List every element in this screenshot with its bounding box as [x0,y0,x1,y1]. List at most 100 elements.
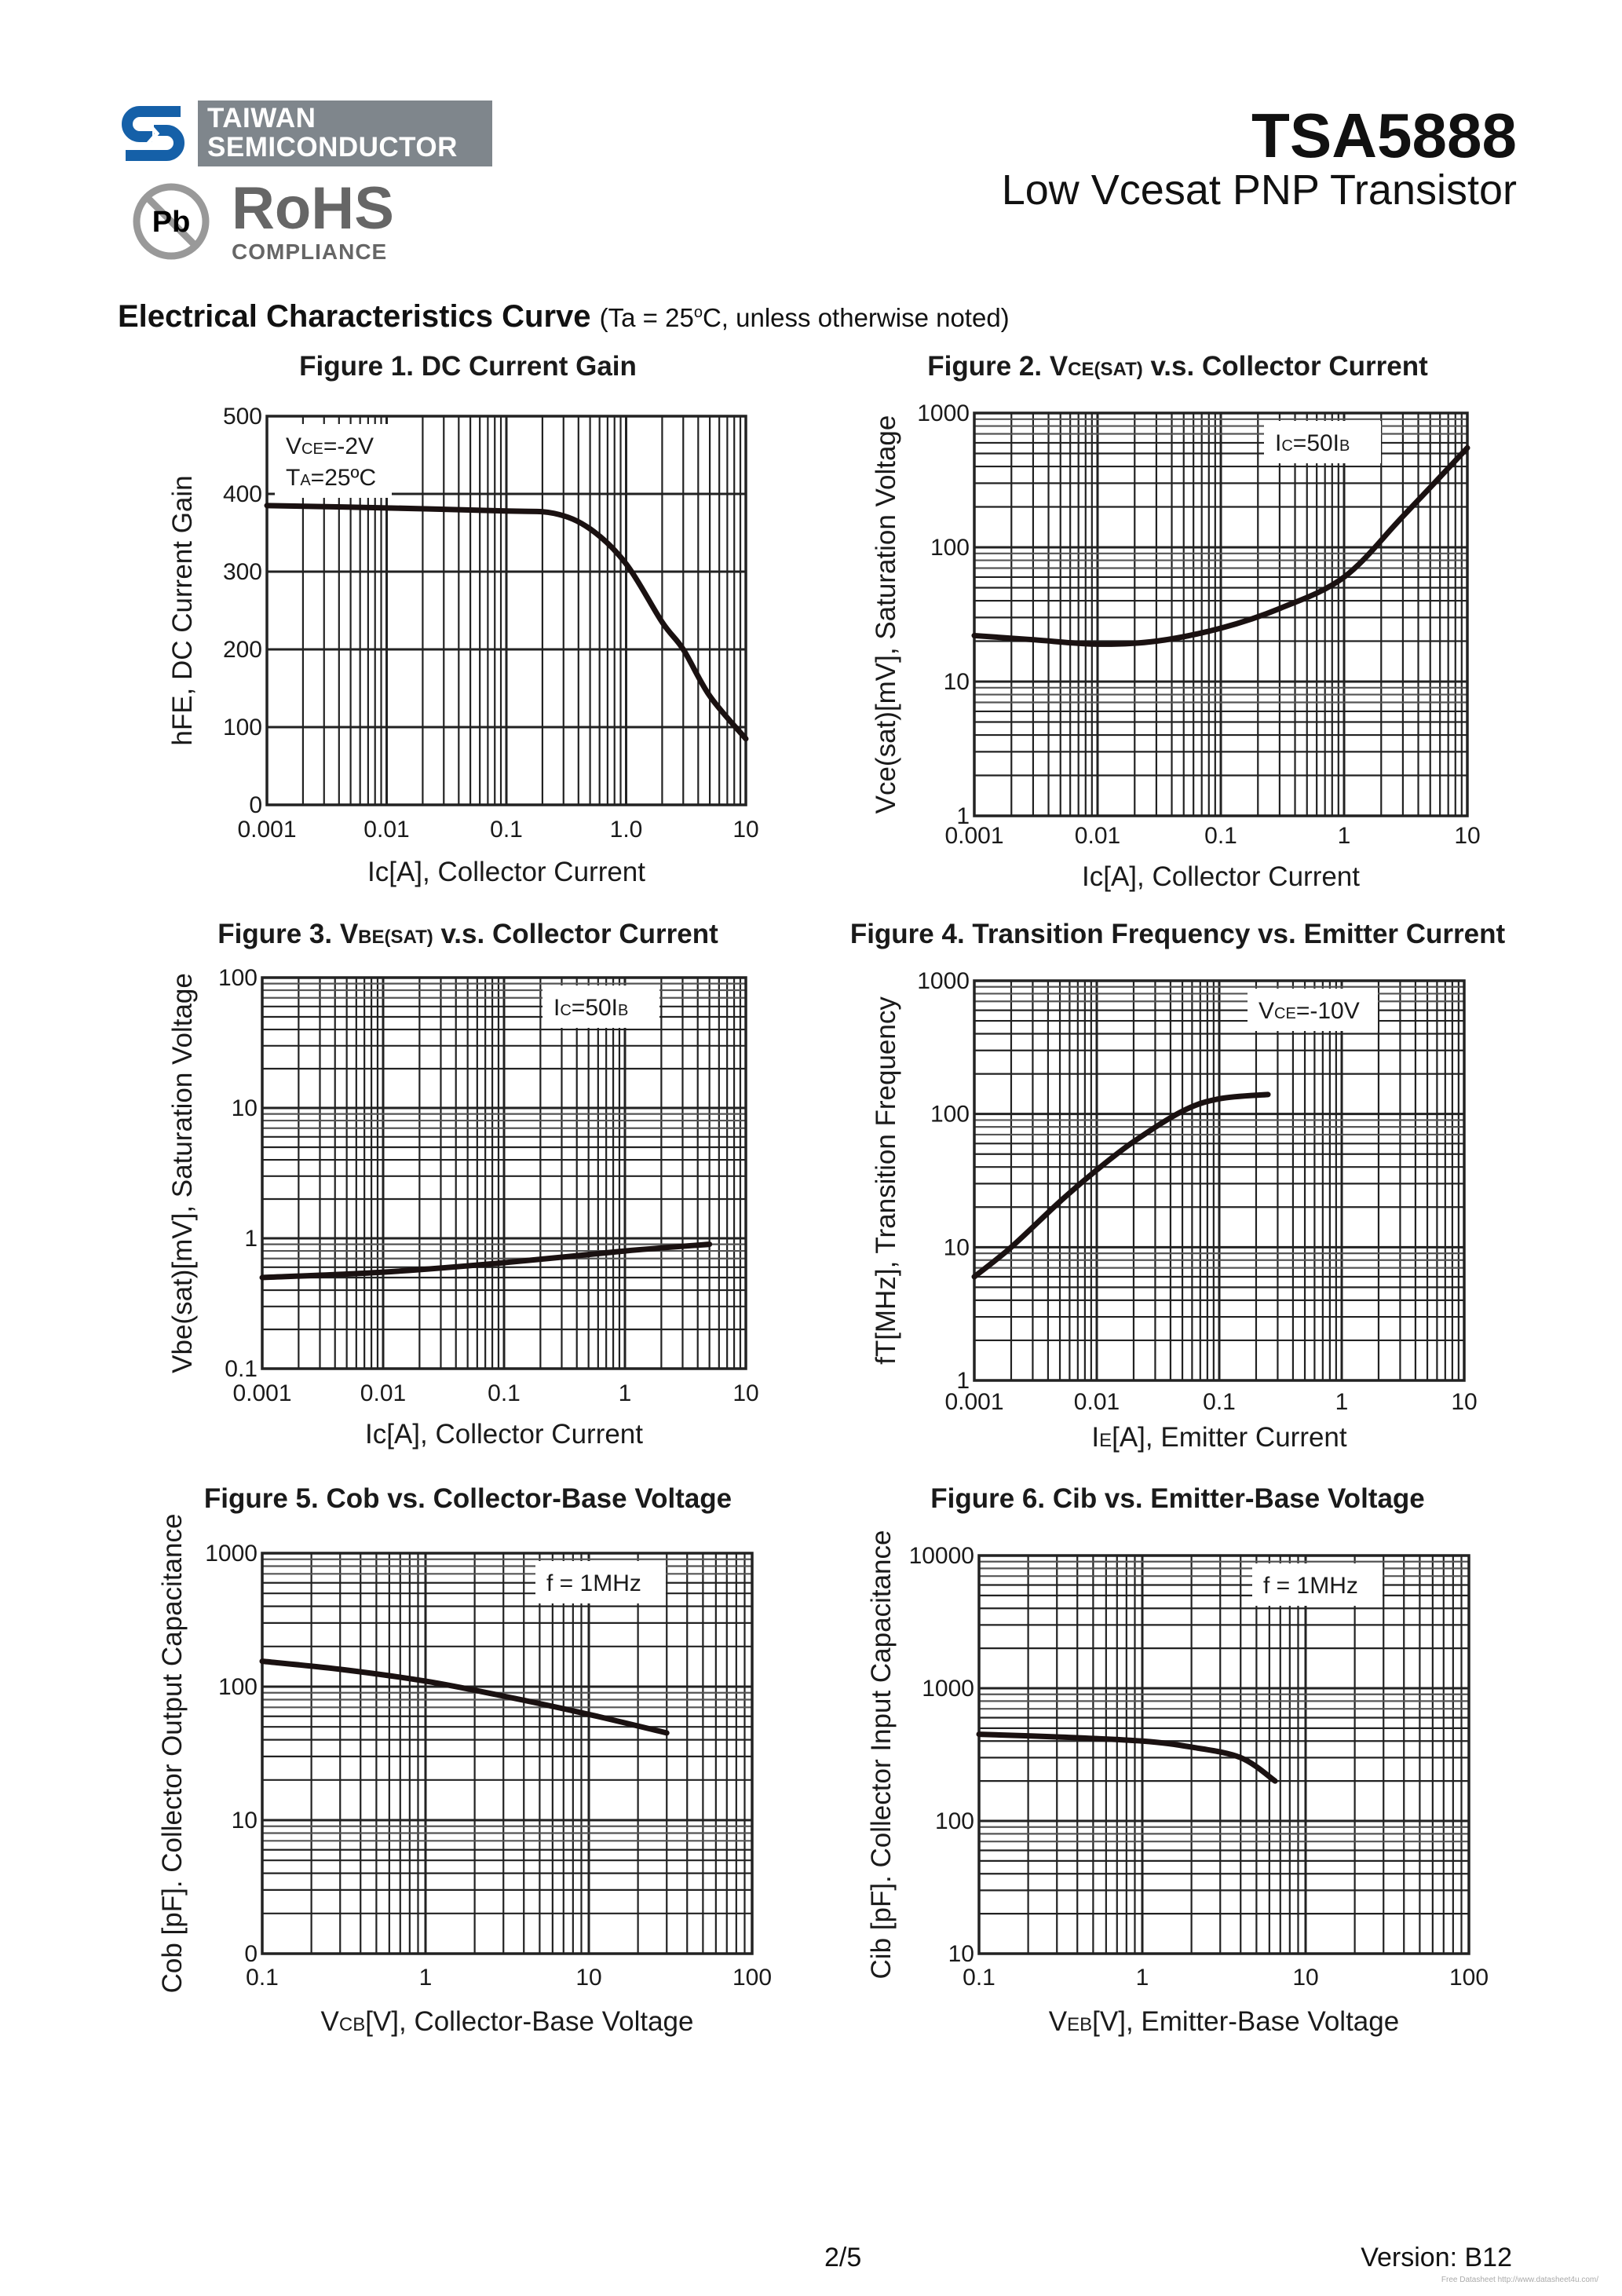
y-tick-label: 400 [223,481,262,507]
y-tick-label: 1 [956,1368,970,1394]
y-tick-label: 1 [956,803,970,829]
version-label: Version: B12 [1361,2243,1512,2272]
x-tick-label: 10 [575,1965,601,1991]
annotation-text: IC=50IB [553,995,628,1021]
y-tick-label: 1 [244,1226,258,1252]
subscript-text: B [618,1002,628,1019]
label-text: hFE, DC Current Gain [167,475,198,745]
label-text: V [1049,2006,1068,2037]
annotation-background [1252,1563,1383,1606]
company-name-line2: SEMICONDUCTOR [207,132,458,163]
annotation-box: IC=50IB [542,985,659,1028]
subscript-text: CE [1274,1005,1296,1022]
figure-title: Figure 2. VCE(SAT) v.s. Collector Curren… [927,351,1428,382]
label-text: Figure 6. Cib vs. Emitter-Base Voltage [930,1483,1425,1514]
y-tick-label: 10 [944,1234,970,1260]
annotation-text: VCE=-10V [1259,998,1360,1024]
x-axis-title: VEB[V], Emitter-Base Voltage [1049,2006,1399,2037]
annotation-box: VCE=-2V TA=25ºC [275,424,392,498]
subscript-text: E [1099,1430,1112,1451]
x-tick-label: 1 [1335,1389,1349,1415]
y-tick-label: 100 [218,1674,258,1700]
lead-free-icon: Pb [133,183,210,260]
label-text: Ic[A], Collector Current [1082,861,1360,892]
grid [973,981,1464,1382]
x-tick-label: 0.001 [232,1380,291,1406]
data-curve [976,1731,1278,1784]
x-tick-label: 0.001 [944,823,1003,849]
x-tick-label: 1 [619,1380,632,1406]
annotation-background [542,985,659,1028]
annotation-background [1248,989,1378,1031]
annotation-background [1264,421,1381,463]
figure-title: Figure 3. VBE(SAT) v.s. Collector Curren… [217,919,718,949]
data-curve [259,1658,670,1736]
x-tick-label: 0.1 [1203,1389,1236,1415]
label-text: [A], Emitter Current [1112,1422,1347,1453]
label-text: =-2V [323,433,374,459]
y-tick-label: 10 [948,1941,974,1967]
label-text: [V], Emitter-Base Voltage [1092,2006,1399,2037]
y-tick-label: 1000 [917,968,970,994]
annotation-box: VCE=-10V [1248,989,1378,1031]
label-text: f = 1MHz [1263,1573,1358,1599]
grid [261,978,746,1370]
chart-figure-2: IC=50IB 0.001 0.01 0.1 1 10 1 10 100 1000 Figure 2… [871,351,1481,892]
label-text: V [321,2006,340,2037]
y-tick-label: 100 [223,715,262,740]
label-text: Vce(sat)[mV], Saturation Voltage [871,415,901,814]
y-tick-label: 1000 [205,1541,258,1567]
y-tick-label: 1000 [917,400,970,426]
x-axis-title: VCB[V], Collector-Base Voltage [321,2006,694,2037]
plot-frame [261,1552,754,1955]
plot-frame [261,976,747,1370]
part-description: Low Vcesat PNP Transistor [1001,166,1517,214]
annotation-text: TA=25ºC [286,465,376,491]
subscript-text: CB [339,2014,365,2035]
plot-frame [973,411,1469,817]
label-text: Vbe(sat)[mV], Saturation Voltage [167,973,198,1373]
rohs-subtitle: COMPLIANCE [232,239,388,264]
page-number: 2/5 [824,2243,862,2272]
x-tick-label: 0.01 [363,817,409,843]
label-text: fT[MHz], Transition Frequency [871,996,901,1365]
x-tick-label: 0.01 [1074,1389,1120,1415]
figure-title: Figure 5. Cob vs. Collector-Base Voltage [204,1483,732,1514]
company-name-line1: TAIWAN [207,103,316,133]
label-text: Ic[A], Collector Current [365,1419,643,1450]
plot-frame [973,979,1466,1382]
note-degree: o [693,304,703,321]
y-tick-label: 10 [944,669,970,695]
x-tick-label: 1.0 [610,817,643,843]
y-tick-label: 200 [223,637,262,663]
x-tick-label: 10 [732,817,758,843]
y-tick-label: 500 [223,404,262,430]
rohs-badge-text: Pb [152,206,191,239]
y-tick-label: 0 [249,792,262,818]
data-curve [264,503,749,742]
x-tick-label: 1 [1338,823,1351,849]
x-tick-label: 0.1 [488,1380,521,1406]
annotation-text: IC=50IB [1275,430,1350,456]
plot-frame [977,1554,1470,1955]
label-text: f = 1MHz [546,1570,641,1596]
label-text: Figure 1. DC Current Gain [299,351,637,382]
y-axis-title: fT[MHz], Transition Frequency [871,996,901,1365]
label-text: Ic[A], Collector Current [367,857,645,887]
label-text: =50I [1293,430,1339,456]
x-tick-label: 10 [732,1380,758,1406]
annotation-box: f = 1MHz [535,1561,666,1603]
x-tick-label: 1 [419,1965,433,1991]
y-axis-title: Vce(sat)[mV], Saturation Voltage [871,415,901,814]
label-text: T [286,465,300,491]
chart-figure-3: IC=50IB 0.001 0.01 0.1 1 10 0.1 1 10 100 Figure 3.… [167,919,759,1450]
y-tick-label: 100 [930,535,970,561]
figure-title: Figure 4. Transition Frequency vs. Emitt… [850,919,1506,949]
x-tick-label: 100 [732,1965,772,1991]
chart-figure-4: VCE=-10V 0.001 0.01 0.1 1 10 1 10 100 1000 Figure … [850,919,1506,1453]
x-tick-label: 10 [1454,823,1480,849]
x-tick-label: 0.01 [360,1380,406,1406]
y-axis-title: Cob [pF]. Collector Output Capacitance [157,1514,188,1994]
